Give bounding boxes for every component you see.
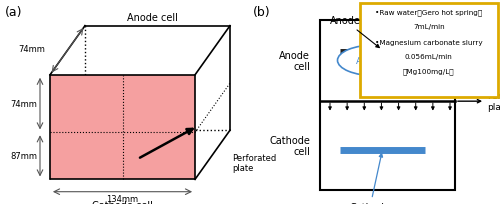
Text: （Mg100mg/L）: （Mg100mg/L） — [403, 68, 454, 75]
Text: (a): (a) — [5, 6, 22, 19]
Text: 74mm: 74mm — [10, 100, 38, 109]
Text: Anode: Anode — [330, 16, 380, 48]
Text: Cathode: Cathode — [350, 154, 391, 204]
Text: Aeration: Aeration — [356, 57, 394, 65]
Text: Cathode
cell: Cathode cell — [269, 135, 310, 156]
Text: (b): (b) — [252, 6, 270, 19]
Text: Cathode cell: Cathode cell — [92, 200, 153, 204]
Bar — [320, 20, 455, 190]
Text: 87mm: 87mm — [10, 152, 38, 161]
Text: 0.056mL/min: 0.056mL/min — [405, 54, 452, 60]
Text: Anode
cell: Anode cell — [279, 50, 310, 72]
Bar — [360, 4, 498, 98]
Bar — [50, 75, 195, 180]
Text: Anode cell: Anode cell — [127, 12, 178, 22]
Text: •Raw water（Gero hot spring）: •Raw water（Gero hot spring） — [375, 9, 482, 16]
Ellipse shape — [338, 46, 412, 76]
Text: •Magnesium carbonate slurry: •Magnesium carbonate slurry — [375, 40, 482, 46]
Text: 74mm: 74mm — [18, 44, 45, 53]
Text: Perforated
plate: Perforated plate — [488, 92, 500, 111]
Text: 134mm: 134mm — [106, 194, 138, 203]
Text: Perforated
plate: Perforated plate — [232, 153, 277, 172]
Text: 7mL/min: 7mL/min — [413, 23, 444, 29]
